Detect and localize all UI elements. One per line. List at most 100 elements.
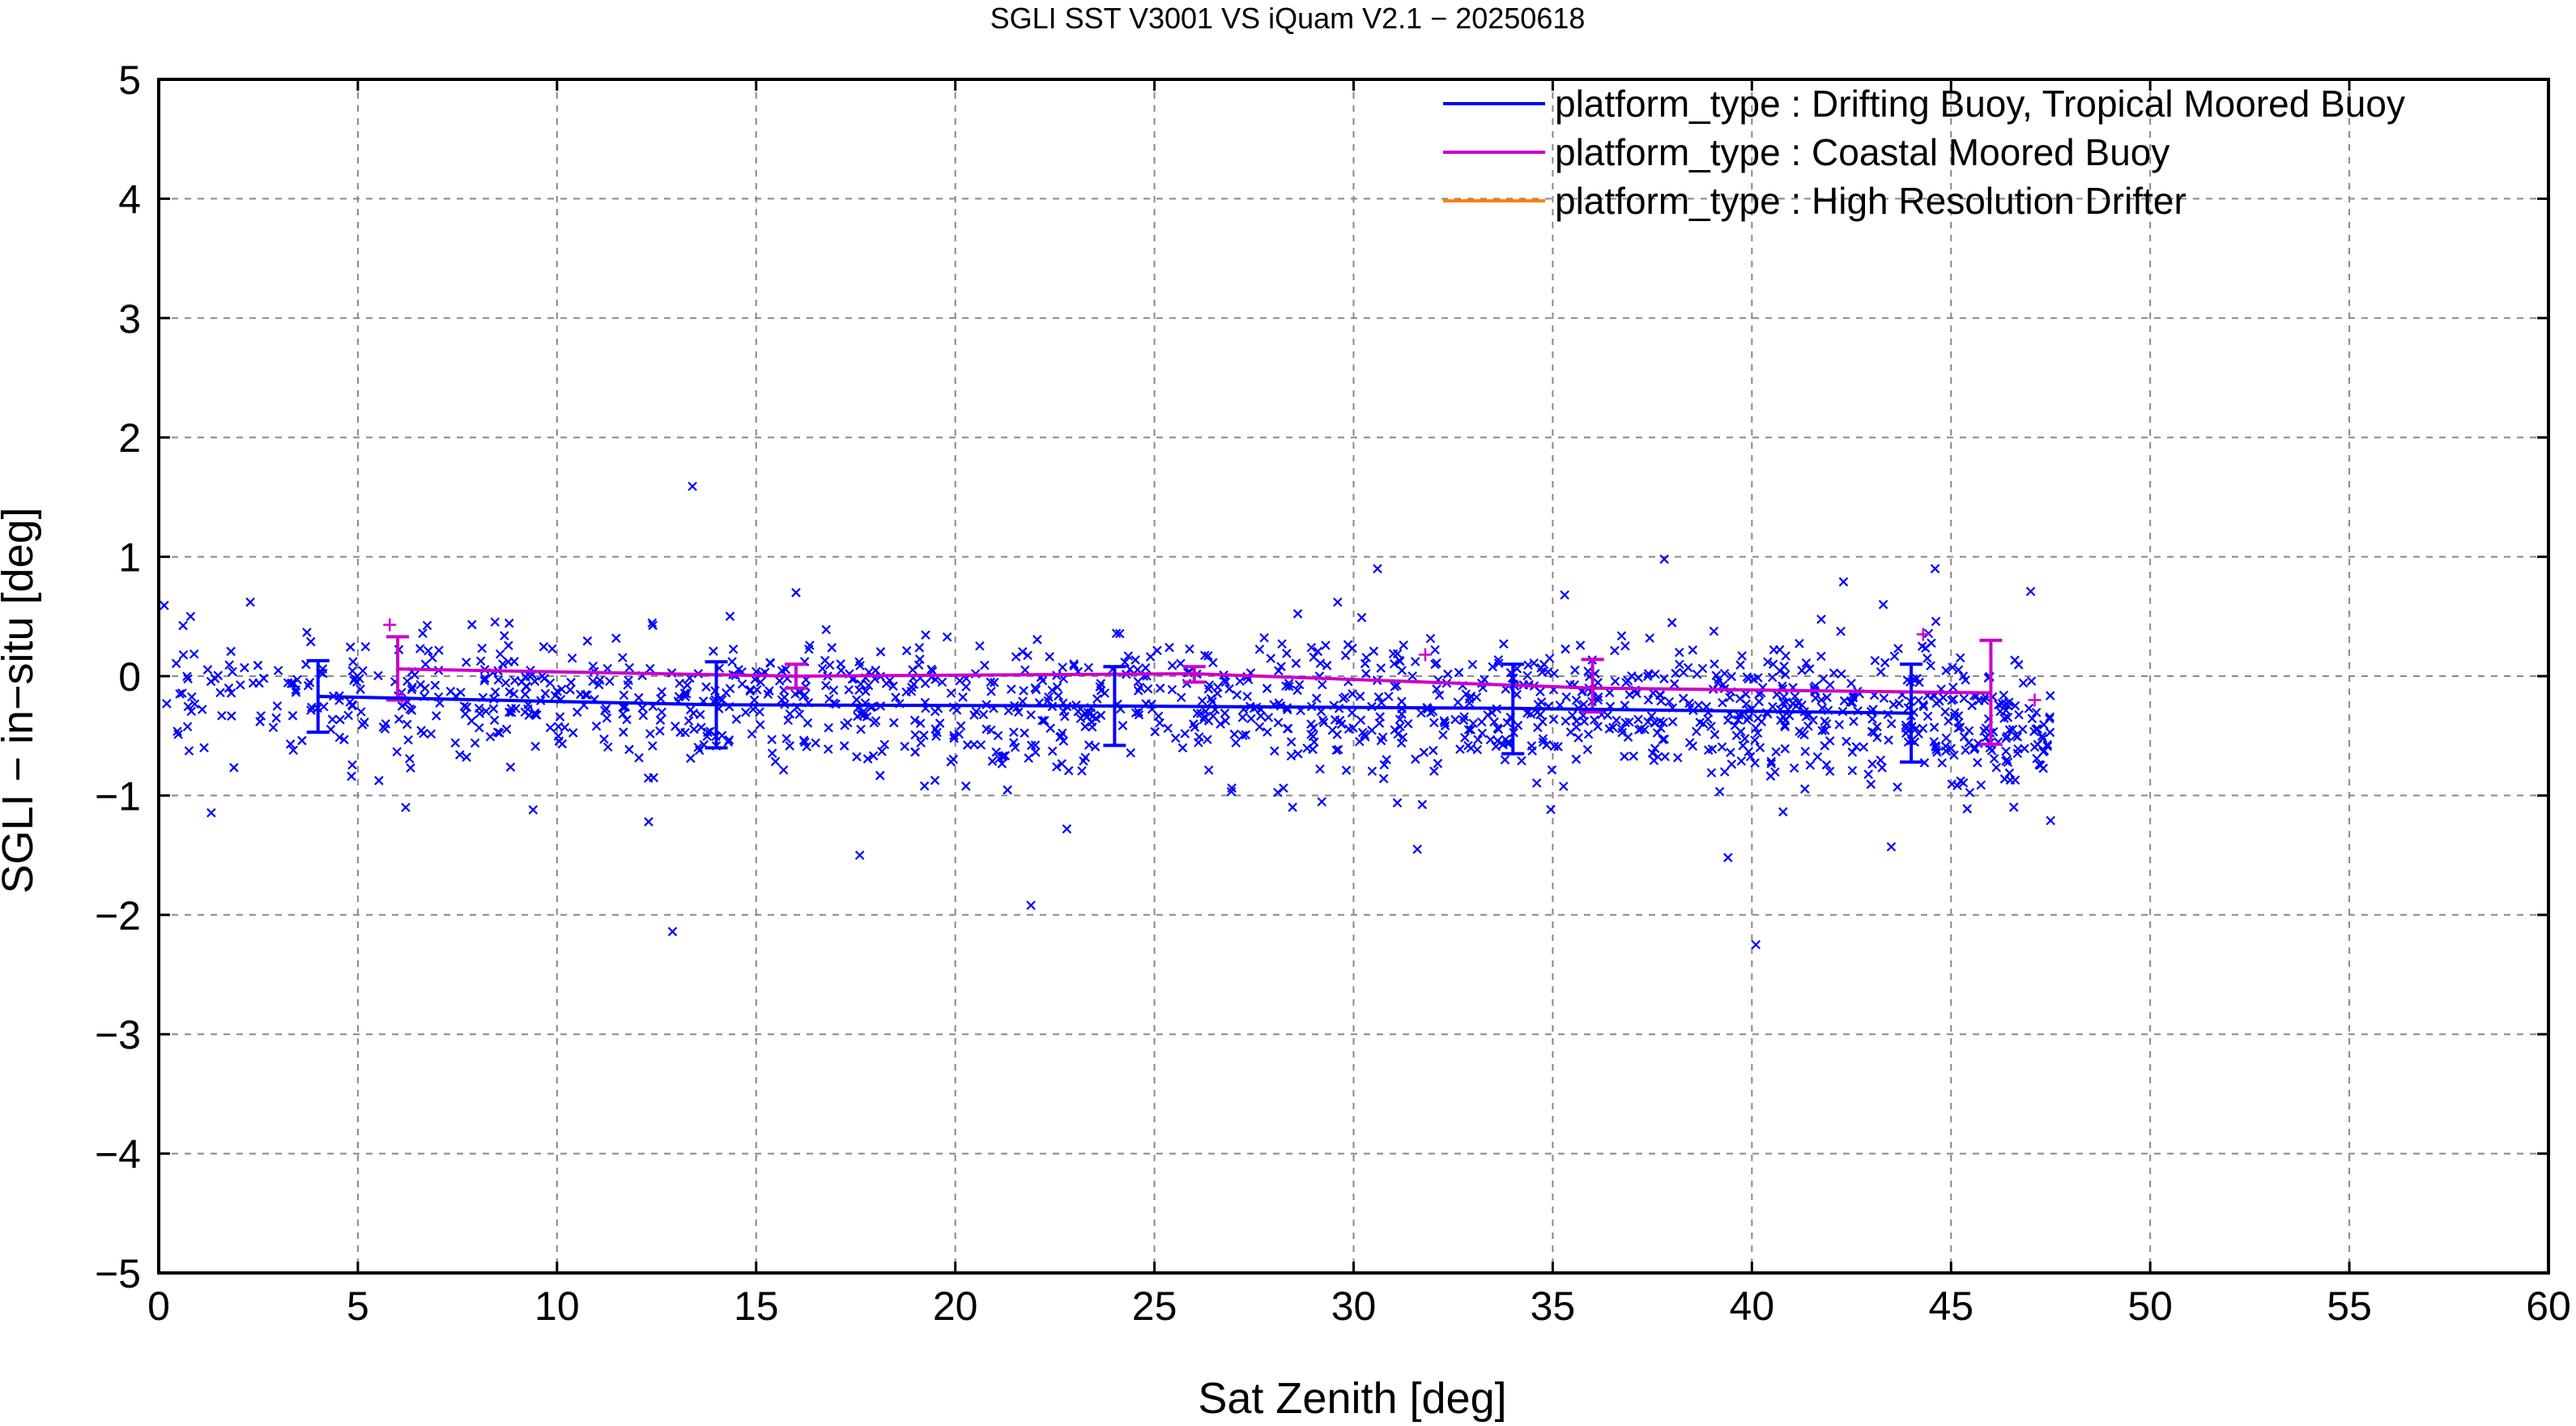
scatter-point <box>1717 742 1727 752</box>
scatter-point <box>1821 760 1832 770</box>
scatter-point <box>1039 716 1050 726</box>
scatter-point <box>2031 708 2042 717</box>
outlier-point <box>667 926 678 937</box>
scatter-point <box>1395 722 1405 732</box>
scatter-point <box>1652 728 1663 738</box>
scatter-point <box>728 644 739 654</box>
scatter-point <box>885 675 895 686</box>
scatter-point <box>1731 730 1742 741</box>
scatter-point <box>930 706 940 717</box>
scatter-point <box>1805 760 1816 770</box>
scatter-point <box>1801 658 1812 668</box>
scatter-point <box>1321 641 1331 650</box>
x-tick-label: 30 <box>1331 1283 1377 1329</box>
scatter-point <box>1754 696 1764 707</box>
scatter-point <box>1623 732 1633 743</box>
scatter-point <box>1348 689 1357 699</box>
scatter-point <box>1674 647 1684 658</box>
scatter-point <box>2012 748 2023 759</box>
scatter-point <box>1952 781 1962 790</box>
scatter-point <box>189 699 200 709</box>
scatter-point <box>1938 692 1948 703</box>
scatter-point <box>1057 759 1067 768</box>
scatter-point <box>702 731 712 742</box>
scatter-point <box>1281 681 1291 691</box>
scatter-point <box>1500 755 1510 765</box>
scatter-point <box>1675 659 1684 670</box>
scatter-point <box>1208 711 1218 722</box>
scatter-point <box>907 682 917 692</box>
scatter-point <box>1270 746 1279 756</box>
scatter-point <box>1031 684 1041 695</box>
scatter-point <box>1140 662 1151 673</box>
y-tick-label: −5 <box>95 1251 141 1296</box>
scatter-point <box>1432 684 1441 694</box>
scatter-point <box>1640 725 1650 734</box>
coastal-point <box>383 618 397 632</box>
scatter-point <box>1092 694 1102 704</box>
scatter-point <box>900 741 909 751</box>
scatter-point <box>1633 714 1643 725</box>
scatter-point <box>1669 679 1680 689</box>
x-tick-label: 55 <box>2327 1283 2372 1329</box>
scatter-point <box>500 631 509 641</box>
scatter-point <box>1914 729 1923 739</box>
scatter-point <box>1894 698 1904 709</box>
scatter-point <box>183 701 194 712</box>
scatter-point <box>524 710 534 721</box>
scatter-point <box>1450 714 1460 725</box>
outlier-point <box>644 817 654 827</box>
scatter-point <box>1834 720 1845 730</box>
scatter-point <box>1643 669 1654 679</box>
scatter-point <box>747 729 757 739</box>
scatter-point <box>357 720 368 730</box>
scatter-point <box>839 741 849 751</box>
scatter-point <box>1799 730 1809 740</box>
scatter-point <box>317 664 328 674</box>
scatter-point <box>1884 735 1893 745</box>
scatter-point <box>1009 727 1019 738</box>
scatter-point <box>1590 715 1599 725</box>
scatter-point <box>1548 714 1559 725</box>
scatter-point <box>1256 711 1266 721</box>
scatter-point <box>1262 727 1272 737</box>
scatter-point <box>595 675 605 685</box>
scatter-point <box>520 689 530 700</box>
scatter-point <box>909 715 920 726</box>
scatter-point <box>1863 769 1873 779</box>
scatter-point <box>286 679 296 688</box>
scatter-point <box>272 701 283 711</box>
scatter-point <box>1989 754 1999 764</box>
scatter-point <box>1100 688 1109 698</box>
x-tick-label: 5 <box>347 1283 369 1329</box>
scatter-point <box>634 753 644 763</box>
scatter-point <box>683 716 694 726</box>
scatter-point <box>1331 745 1342 756</box>
scatter-point <box>1736 756 1747 766</box>
scatter-point <box>1970 743 1980 753</box>
scatter-point <box>1011 652 1021 662</box>
scatter-point <box>1284 681 1294 692</box>
scatter-point <box>1231 738 1241 748</box>
scatter-point <box>2003 757 2013 768</box>
scatter-point <box>1273 787 1283 798</box>
scatter-point <box>505 707 514 717</box>
scatter-point <box>319 701 329 712</box>
scatter-point <box>961 682 971 692</box>
scatter-point <box>1286 751 1297 761</box>
scatter-point <box>794 709 805 719</box>
scatter-point <box>1382 755 1391 764</box>
scatter-point <box>2018 678 2029 688</box>
scatter-point <box>217 710 227 721</box>
scatter-point <box>1356 612 1367 623</box>
scatter-point <box>1692 726 1701 737</box>
scatter-point <box>555 712 565 722</box>
scatter-point <box>1959 693 1969 704</box>
scatter-point <box>980 660 990 670</box>
scatter-point <box>1808 715 1818 726</box>
scatter-point <box>1799 784 1810 794</box>
scatter-point <box>334 732 345 743</box>
scatter-point <box>1013 707 1024 717</box>
scatter-point <box>405 704 415 714</box>
coastal-point <box>2028 693 2042 707</box>
